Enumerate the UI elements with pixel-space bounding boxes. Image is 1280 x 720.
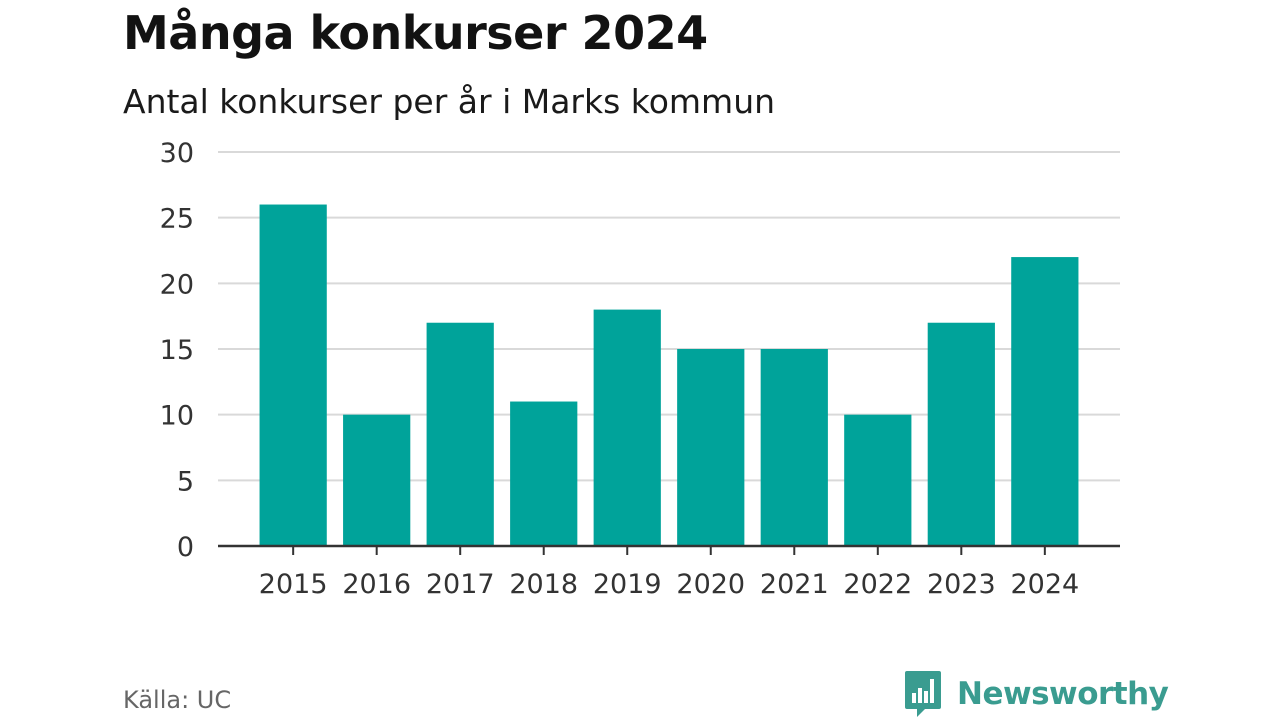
x-tick-label: 2016 bbox=[342, 569, 411, 600]
x-tick-label: 2023 bbox=[927, 569, 996, 600]
source-note: Källa: UC bbox=[123, 686, 232, 714]
bars bbox=[259, 204, 1079, 546]
bar-2016 bbox=[343, 414, 411, 546]
y-axis-ticks: 0 5 10 15 20 25 30 bbox=[160, 138, 194, 563]
bar-2015 bbox=[259, 204, 327, 546]
y-tick-label: 10 bbox=[160, 401, 194, 432]
x-tick-label: 2022 bbox=[843, 569, 912, 600]
bar-chart-logo-icon bbox=[905, 671, 941, 717]
x-tick-label: 2019 bbox=[593, 569, 662, 600]
chart-subtitle: Antal konkurser per år i Marks kommun bbox=[123, 82, 776, 121]
x-tick-label: 2021 bbox=[760, 569, 829, 600]
bar-2018 bbox=[510, 401, 578, 546]
brand-logo[interactable]: Newsworthy bbox=[903, 669, 1169, 719]
bar-2023 bbox=[927, 322, 995, 546]
y-tick-label: 20 bbox=[160, 269, 194, 300]
x-tick-label: 2017 bbox=[426, 569, 495, 600]
bar-2021 bbox=[760, 349, 828, 546]
bar-2022 bbox=[844, 414, 912, 546]
y-tick-label: 5 bbox=[177, 466, 194, 497]
bar-2024 bbox=[1011, 257, 1079, 546]
bar-2017 bbox=[426, 322, 494, 546]
bar-2019 bbox=[593, 309, 661, 546]
bar-2020 bbox=[677, 349, 745, 546]
x-tick-label: 2020 bbox=[676, 569, 745, 600]
x-tick-label: 2015 bbox=[259, 569, 328, 600]
y-tick-label: 15 bbox=[160, 335, 194, 366]
y-tick-label: 30 bbox=[160, 138, 194, 169]
x-tick-label: 2018 bbox=[509, 569, 578, 600]
y-tick-label: 0 bbox=[177, 532, 194, 563]
y-tick-label: 25 bbox=[160, 204, 194, 235]
brand-name: Newsworthy bbox=[957, 676, 1169, 712]
chart-title: Många konkurser 2024 bbox=[123, 6, 708, 60]
x-axis-ticks: 2015 2016 2017 2018 2019 2020 2021 2022 2023 2024 bbox=[259, 546, 1079, 600]
x-tick-label: 2024 bbox=[1010, 569, 1079, 600]
